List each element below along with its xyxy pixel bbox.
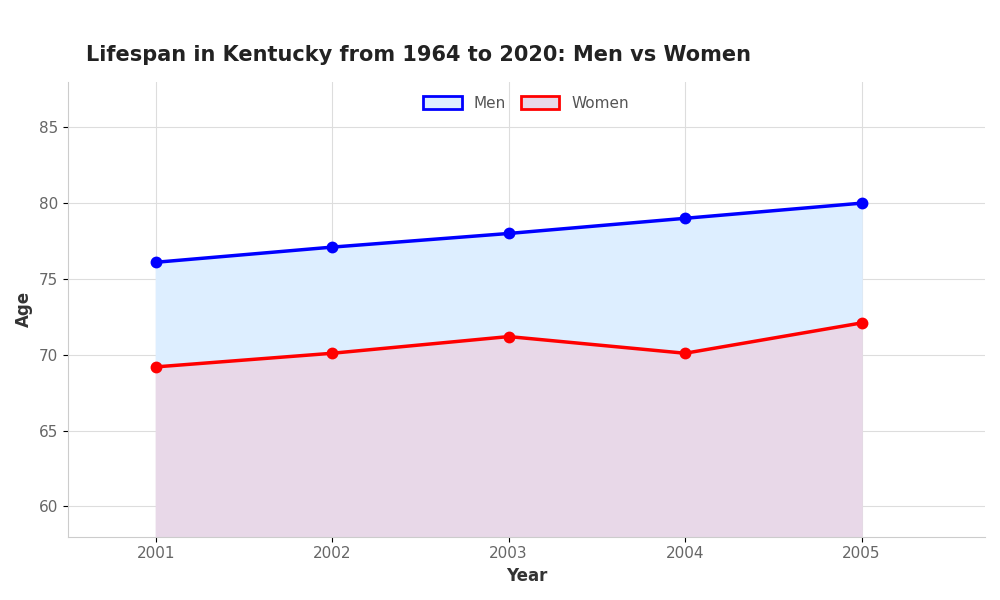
Y-axis label: Age: Age	[15, 291, 33, 328]
Text: Lifespan in Kentucky from 1964 to 2020: Men vs Women: Lifespan in Kentucky from 1964 to 2020: …	[86, 45, 751, 65]
X-axis label: Year: Year	[506, 567, 547, 585]
Legend: Men, Women: Men, Women	[417, 89, 635, 117]
